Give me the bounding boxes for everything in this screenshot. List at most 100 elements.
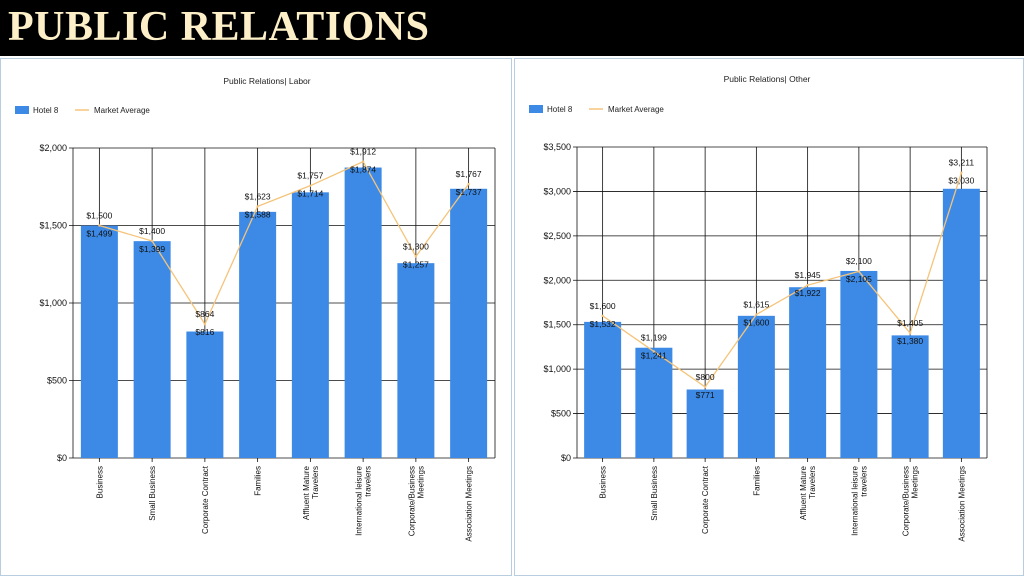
title-bar: PUBLIC RELATIONS <box>0 0 1024 56</box>
line-point <box>361 160 365 163</box>
category-label-group: Families <box>752 466 761 496</box>
bar <box>942 188 980 458</box>
bar-data-label: $1,532 <box>590 319 616 329</box>
category-label-group: Small Business <box>650 466 659 521</box>
x-tick-label: Association Meetings <box>465 466 474 542</box>
line-point <box>652 350 656 353</box>
x-tick-label: International leisure <box>355 465 364 535</box>
bar-data-label: $1,499 <box>86 229 112 239</box>
chart-panel-labor: Public Relations| Labor Hotel 8 Market Ave… <box>0 58 512 576</box>
legend-label: Hotel 8 <box>547 105 573 114</box>
chart-title: Public Relations| Other <box>724 74 811 84</box>
category-label-group: Association Meetings <box>465 466 474 542</box>
bar <box>891 335 929 458</box>
bar <box>789 287 827 458</box>
bar <box>635 347 673 458</box>
bar-data-label: $1,257 <box>403 260 429 270</box>
bar <box>80 225 118 458</box>
line-point <box>203 322 207 326</box>
market-data-label: $1,615 <box>743 299 769 309</box>
y-tick-label: $2,500 <box>543 231 571 241</box>
x-tick-label: Meetings <box>416 466 425 498</box>
x-tick-label: Families <box>254 466 263 496</box>
bar <box>737 315 775 458</box>
line-point <box>414 255 418 258</box>
y-tick-label: $0 <box>561 453 571 463</box>
line-point <box>601 314 604 318</box>
bar <box>133 241 171 458</box>
x-tick-label: travelers <box>364 466 373 497</box>
labor-chart: Public Relations| Labor Hotel 8 Market Ave… <box>15 76 496 542</box>
bar-data-label: $1,380 <box>897 336 923 346</box>
y-tick-label: $3,500 <box>543 142 571 152</box>
bar-data-label: $2,105 <box>846 274 872 284</box>
y-tick-label: $1,500 <box>543 320 571 330</box>
bar <box>450 188 488 458</box>
y-tick-label: $1,500 <box>39 221 67 231</box>
line-point <box>309 184 312 187</box>
bar-data-label: $1,714 <box>297 189 323 199</box>
other-chart: Public Relations| Other Hotel 8 Market Ave… <box>529 74 988 542</box>
x-tick-label: Families <box>752 466 761 496</box>
x-tick-label: International leisure <box>850 465 859 535</box>
market-data-label: $1,300 <box>403 242 429 252</box>
bar-data-label: $771 <box>696 390 715 400</box>
legend-swatch-bar <box>15 106 29 114</box>
x-tick-label: Affluent Mature <box>799 465 808 520</box>
market-data-label: $1,767 <box>456 169 482 179</box>
x-tick-label: Association Meetings <box>957 466 966 542</box>
y-tick-label: $1,000 <box>39 298 67 308</box>
market-data-label: $864 <box>195 309 214 319</box>
category-label-group: International leisure travelers <box>355 465 373 535</box>
y-tick-label: $2,000 <box>39 143 67 153</box>
line-point <box>806 283 809 287</box>
bar <box>291 192 329 458</box>
x-tick-label: Business <box>95 466 104 498</box>
y-tick-label: $500 <box>47 376 67 386</box>
line-point <box>908 331 912 335</box>
legend-label: Hotel 8 <box>33 106 59 115</box>
x-tick-label: Travelers <box>808 466 817 499</box>
legend-label: Market Average <box>608 105 664 114</box>
market-data-label: $2,100 <box>846 256 872 266</box>
bar-data-label: $1,737 <box>456 187 482 197</box>
x-tick-label: Corporate/Business <box>407 466 416 536</box>
x-tick-label: Corporate Contract <box>701 465 710 534</box>
market-data-label: $1,600 <box>590 301 616 311</box>
y-tick-label: $0 <box>57 453 67 463</box>
bar <box>584 321 622 458</box>
market-data-label: $1,199 <box>641 333 667 343</box>
line-point <box>256 205 259 208</box>
category-label-group: Corporate/Business Meetings <box>902 466 920 536</box>
market-data-label: $3,211 <box>949 158 975 168</box>
market-data-label: $1,945 <box>795 270 821 280</box>
line-point <box>960 171 963 174</box>
market-data-label: $1,500 <box>86 211 112 221</box>
chart-title: Public Relations| Labor <box>223 76 310 86</box>
line-point <box>150 239 154 243</box>
bar-data-label: $1,874 <box>350 165 376 175</box>
page-title: PUBLIC RELATIONS <box>8 4 430 50</box>
market-data-label: $1,623 <box>245 191 271 201</box>
category-label-group: Affluent Mature Travelers <box>302 465 320 520</box>
bar-data-label: $3,030 <box>948 176 974 186</box>
market-data-label: $1,405 <box>897 318 923 328</box>
category-label-group: Families <box>254 466 263 496</box>
market-average-line <box>99 160 470 326</box>
legend-swatch-bar <box>529 105 543 113</box>
line-point <box>703 385 707 389</box>
category-label-group: Business <box>95 466 104 498</box>
category-label-group: Corporate/Business Meetings <box>407 466 425 536</box>
x-tick-label: Corporate Contract <box>201 465 210 534</box>
market-data-label: $1,912 <box>350 147 376 157</box>
legend-label: Market Average <box>94 106 150 115</box>
bar-data-label: $1,922 <box>795 288 821 298</box>
y-tick-label: $500 <box>551 409 571 419</box>
category-label-group: International leisure travelers <box>850 465 868 535</box>
category-label-group: Small Business <box>148 466 157 521</box>
y-tick-label: $1,000 <box>543 364 571 374</box>
bar <box>186 331 224 458</box>
category-label-group: Association Meetings <box>957 466 966 542</box>
line-point <box>755 313 758 316</box>
x-tick-label: Corporate/Business <box>902 466 911 536</box>
